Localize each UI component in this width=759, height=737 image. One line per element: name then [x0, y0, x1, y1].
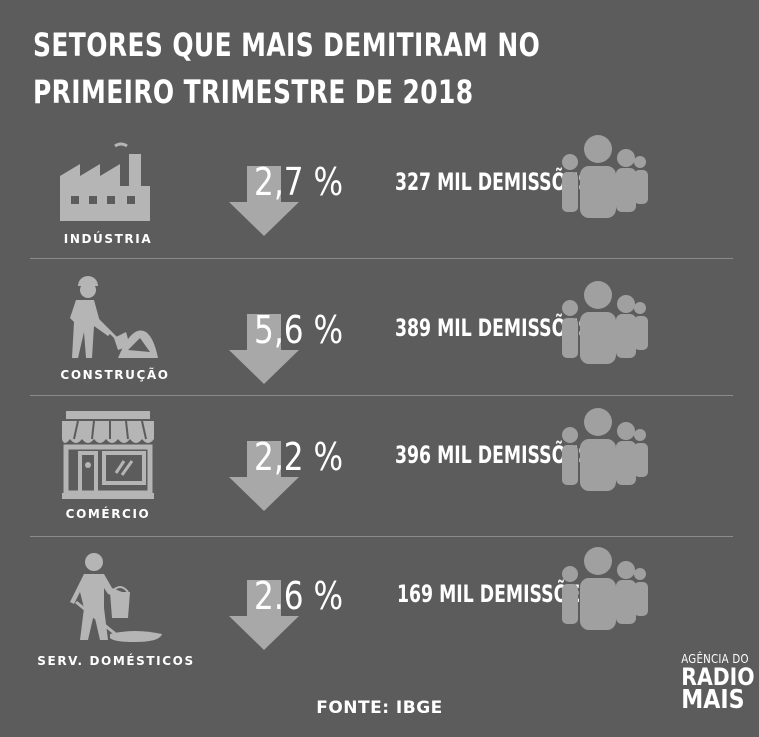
dismissals-comercio: 396 MIL DEMISSÕES — [395, 441, 591, 469]
source-note: FONTE: IBGE — [316, 698, 443, 718]
storefront-icon — [62, 411, 154, 499]
down-arrow-icon — [229, 580, 299, 650]
people-group-icon — [562, 135, 648, 218]
dismissals-industria: 327 MIL DEMISSÕES — [395, 168, 591, 196]
title-line-1: SETORES QUE MAIS DEMITIRAM NO — [33, 26, 541, 64]
dismissals-construcao: 389 MIL DEMISSÕES — [395, 314, 591, 342]
sector-row-servicos-domesticos: SERV. DOMÉSTICOS 2.6 % 169 MIL DEMISSÕES — [0, 540, 759, 670]
people-group-icon — [562, 408, 648, 491]
sector-row-industria: INDÚSTRIA 2,7 % 327 MIL DEMISSÕES — [0, 128, 759, 258]
percent-servicos-domesticos: 2.6 % — [254, 574, 344, 618]
cleaning-worker-icon — [70, 553, 162, 642]
logo-line-1: AGÊNCIA DO — [681, 652, 749, 666]
dismissals-servicos-domesticos: 169 MIL DEMISSÕES — [397, 580, 593, 608]
factory-icon — [60, 142, 150, 221]
divider — [30, 395, 733, 396]
sector-label-construcao: CONSTRUÇÃO — [60, 368, 170, 382]
title-line-2: PRIMEIRO TRIMESTRE DE 2018 — [33, 73, 474, 111]
sector-row-construcao: CONSTRUÇÃO 5,6 % 389 MIL DEMISSÕES — [0, 262, 759, 395]
sector-label-industria: INDÚSTRIA — [63, 232, 153, 246]
percent-construcao: 5,6 % — [254, 308, 344, 352]
percent-industria: 2,7 % — [254, 160, 344, 204]
divider — [30, 258, 733, 259]
percent-comercio: 2,2 % — [254, 435, 344, 479]
down-arrow-icon — [229, 166, 299, 236]
sector-row-comercio: COMÉRCIO 2,2 % 396 MIL DEMISSÕES — [0, 399, 759, 536]
sector-label-servicos-domesticos: SERV. DOMÉSTICOS — [37, 654, 195, 668]
logo-line-3: MAIS — [681, 685, 745, 715]
down-arrow-icon — [229, 314, 299, 384]
divider — [30, 536, 733, 537]
sector-label-comercio: COMÉRCIO — [65, 507, 151, 521]
page-title: SETORES QUE MAIS DEMITIRAM NO PRIMEIRO T… — [33, 22, 541, 116]
agency-logo: AGÊNCIA DO RADIO MAIS — [676, 652, 754, 715]
down-arrow-icon — [229, 441, 299, 511]
people-group-icon — [562, 281, 648, 364]
construction-worker-icon — [70, 276, 158, 358]
people-group-icon — [562, 547, 648, 630]
